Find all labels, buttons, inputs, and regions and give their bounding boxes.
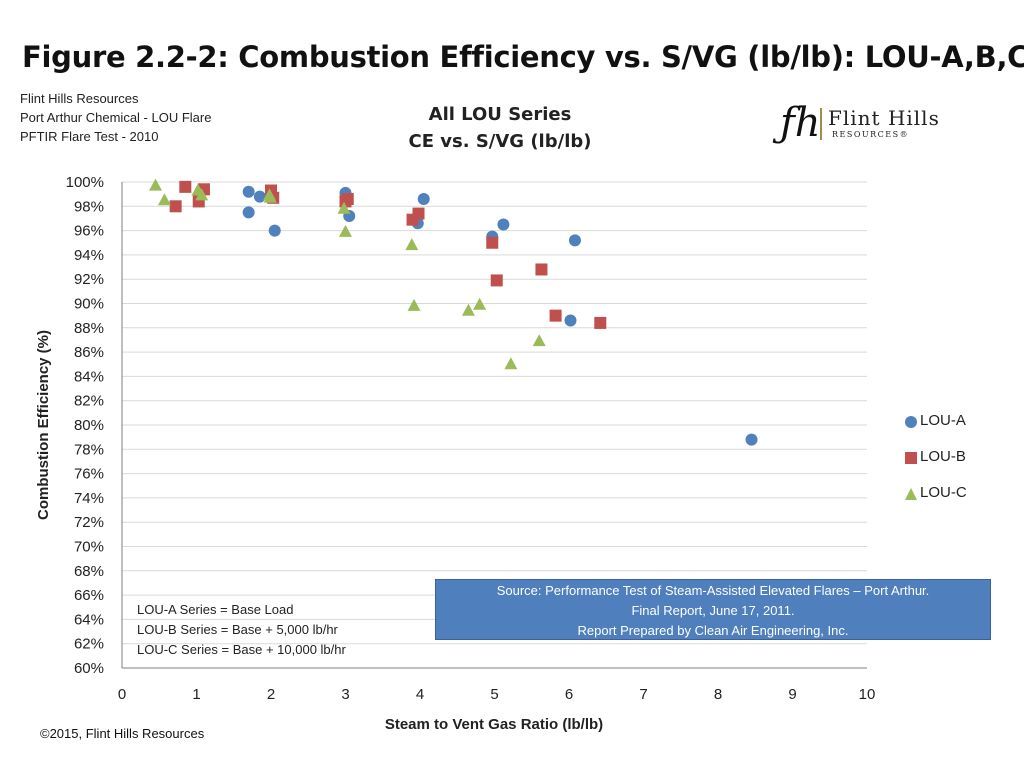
logo-divider xyxy=(820,108,822,140)
data-point-lou-b xyxy=(412,207,425,220)
y-tick-label: 70% xyxy=(74,539,104,556)
y-tick-label: 88% xyxy=(74,320,104,337)
y-tick-labels: 60% 62% 64% 66% 68% 70% 72% 74% 76% 78% 80% 82% 84% 8… xyxy=(66,174,104,677)
legend-label: LOU-C xyxy=(920,484,967,501)
source-line: Report Prepared by Clean Air Engineering… xyxy=(577,623,849,638)
y-tick-label: 80% xyxy=(74,417,104,434)
y-tick-label: 72% xyxy=(74,514,104,531)
x-tick-label: 2 xyxy=(267,686,275,703)
logo-wordmark: Flint Hills xyxy=(828,106,940,130)
x-tick-label: 8 xyxy=(714,686,722,703)
gridlines xyxy=(122,181,867,645)
data-points xyxy=(149,178,758,446)
axes xyxy=(121,182,867,669)
chart-title: All LOU Series xyxy=(428,104,572,125)
data-point-lou-c xyxy=(339,224,352,237)
source-line: Source: Performance Test of Steam-Assist… xyxy=(496,583,930,598)
facility-name: Port Arthur Chemical - LOU Flare xyxy=(20,110,212,125)
y-tick-label: 76% xyxy=(74,466,104,483)
company-name: Flint Hills Resources xyxy=(20,91,139,106)
data-point-lou-c xyxy=(405,238,419,251)
source-line: Final Report, June 17, 2011. xyxy=(631,603,795,618)
source-box: Source: Performance Test of Steam-Assist… xyxy=(435,579,991,640)
data-point-lou-c xyxy=(263,190,277,203)
y-tick-label: 94% xyxy=(74,247,104,264)
x-tick-label: 10 xyxy=(859,686,876,703)
y-tick-label: 64% xyxy=(74,611,104,628)
data-point-lou-c xyxy=(337,201,351,214)
data-point-lou-b xyxy=(169,200,182,213)
y-tick-label: 90% xyxy=(74,296,104,313)
y-tick-label: 84% xyxy=(74,368,104,385)
x-axis-label: Steam to Vent Gas Ratio (lb/lb) xyxy=(385,716,603,733)
y-tick-label: 96% xyxy=(74,223,104,240)
data-point-lou-c xyxy=(157,193,171,206)
data-point-lou-c xyxy=(149,178,163,191)
data-point-lou-c xyxy=(532,334,546,347)
y-tick-label: 74% xyxy=(74,490,104,507)
y-tick-label: 66% xyxy=(74,587,104,604)
data-point-lou-c xyxy=(461,303,475,316)
x-tick-label: 9 xyxy=(788,686,796,703)
y-tick-label: 78% xyxy=(74,441,104,458)
slide-title: Figure 2.2-2: Combustion Efficiency vs. … xyxy=(22,40,1024,74)
data-point-lou-c xyxy=(473,297,487,310)
series-note-lou-b: LOU-B Series = Base + 5,000 lb/hr xyxy=(137,622,338,637)
data-point-lou-a xyxy=(268,224,281,237)
series-notes: LOU-A Series = Base Load LOU-B Series = … xyxy=(137,600,346,660)
company-info: Flint Hills Resources Port Arthur Chemic… xyxy=(20,89,211,146)
y-tick-label: 82% xyxy=(74,393,104,410)
y-tick-label: 62% xyxy=(74,636,104,653)
x-tick-labels: 0 1 2 3 4 5 6 7 8 9 10 xyxy=(118,686,876,703)
data-point-lou-c xyxy=(504,357,518,370)
series-note-lou-c: LOU-C Series = Base + 10,000 lb/hr xyxy=(137,642,346,657)
x-tick-label: 0 xyxy=(118,686,126,703)
data-point-lou-a xyxy=(417,193,430,206)
data-point-lou-b xyxy=(549,309,562,322)
legend-label: LOU-A xyxy=(920,412,966,429)
data-point-lou-c xyxy=(195,188,209,201)
y-tick-label: 92% xyxy=(74,271,104,288)
test-name: PFTIR Flare Test - 2010 xyxy=(20,129,159,144)
x-tick-label: 1 xyxy=(192,686,200,703)
data-point-lou-a xyxy=(253,190,266,203)
chart-subtitle: CE vs. S/VG (lb/lb) xyxy=(408,131,592,152)
y-tick-label: 60% xyxy=(74,660,104,677)
data-point-lou-a xyxy=(564,314,577,327)
data-point-lou-b xyxy=(486,236,499,249)
copyright-notice: ©2015, Flint Hills Resources xyxy=(40,726,205,741)
data-point-lou-a xyxy=(242,206,255,219)
x-tick-label: 7 xyxy=(639,686,647,703)
data-point-lou-a xyxy=(568,234,581,247)
data-point-lou-b xyxy=(535,263,548,276)
y-tick-label: 100% xyxy=(66,174,104,191)
data-point-lou-a xyxy=(242,185,255,198)
company-logo: ƒh Flint Hills RESOURCES® xyxy=(780,100,980,150)
y-axis-label: Combustion Efficiency (%) xyxy=(35,330,52,520)
chart-title-block: All LOU Series CE vs. S/VG (lb/lb) xyxy=(370,101,630,155)
data-point-lou-a xyxy=(497,218,510,231)
data-point-lou-b xyxy=(594,316,607,329)
data-point-lou-b xyxy=(341,193,354,206)
x-tick-label: 4 xyxy=(416,686,424,703)
series-note-lou-a: LOU-A Series = Base Load xyxy=(137,602,294,617)
logo-mark-icon: ƒh xyxy=(780,100,821,146)
y-tick-label: 86% xyxy=(74,344,104,361)
logo-subtext: RESOURCES® xyxy=(832,130,910,139)
triangle-marker-icon xyxy=(905,488,917,500)
data-point-lou-b xyxy=(490,274,503,287)
y-tick-label: 98% xyxy=(74,198,104,215)
square-marker-icon xyxy=(905,452,917,464)
data-point-lou-a xyxy=(745,433,758,446)
x-tick-label: 6 xyxy=(565,686,573,703)
x-tick-label: 3 xyxy=(341,686,349,703)
x-tick-label: 5 xyxy=(490,686,498,703)
y-tick-label: 68% xyxy=(74,563,104,580)
data-point-lou-c xyxy=(407,298,421,311)
data-point-lou-b xyxy=(179,180,192,193)
circle-marker-icon xyxy=(905,416,917,428)
legend-label: LOU-B xyxy=(920,448,966,465)
